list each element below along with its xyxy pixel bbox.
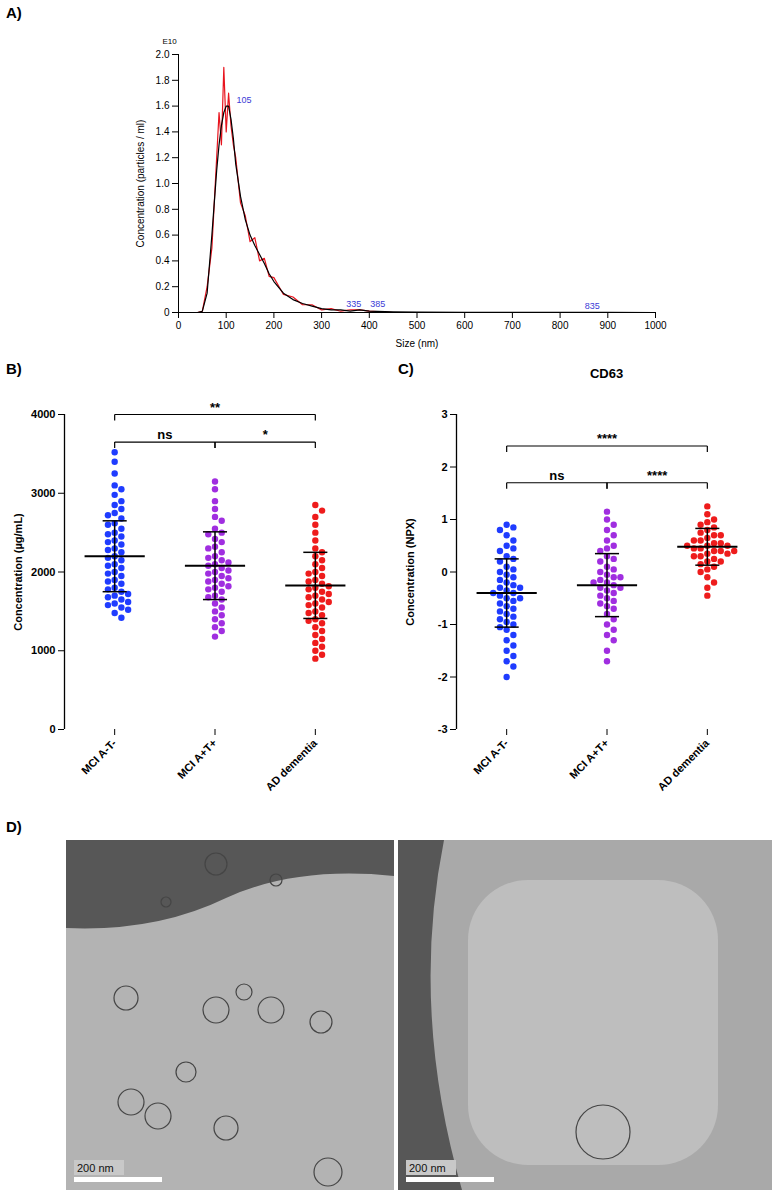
svg-text:4000: 4000 — [31, 408, 55, 420]
svg-text:0: 0 — [176, 320, 182, 331]
svg-text:E10: E10 — [163, 37, 178, 46]
svg-text:0: 0 — [441, 566, 447, 578]
svg-text:MCI A+T+: MCI A+T+ — [175, 737, 219, 781]
svg-text:500: 500 — [409, 320, 426, 331]
svg-text:**: ** — [210, 400, 221, 415]
svg-text:700: 700 — [504, 320, 521, 331]
svg-text:ns: ns — [157, 427, 172, 442]
svg-text:-3: -3 — [438, 723, 448, 735]
svg-text:0.8: 0.8 — [156, 204, 170, 215]
svg-text:-2: -2 — [438, 671, 448, 683]
svg-text:****: **** — [597, 431, 618, 446]
svg-text:0: 0 — [164, 307, 170, 318]
html-text:D): D) — [6, 818, 22, 835]
svg-text:1.2: 1.2 — [156, 152, 170, 163]
svg-text:400: 400 — [361, 320, 378, 331]
svg-text:Concentration (NPX): Concentration (NPX) — [404, 518, 416, 626]
html-text:CD63: CD63 — [589, 366, 624, 381]
svg-text:3000: 3000 — [31, 487, 55, 499]
svg-text:300: 300 — [313, 320, 330, 331]
svg-text:385: 385 — [370, 299, 385, 309]
svg-text:1.0: 1.0 — [156, 178, 170, 189]
svg-text:Concentration (µg/mL): Concentration (µg/mL) — [12, 513, 24, 631]
svg-text:-1: -1 — [438, 618, 448, 630]
svg-text:100: 100 — [218, 320, 235, 331]
svg-text:2: 2 — [441, 461, 447, 473]
svg-text:MCI A-T-: MCI A-T- — [79, 737, 119, 777]
svg-text:1.4: 1.4 — [156, 126, 170, 137]
svg-text:2.0: 2.0 — [156, 49, 170, 60]
svg-text:200 nm: 200 nm — [409, 1162, 446, 1174]
svg-text:AD dementia: AD dementia — [263, 736, 320, 793]
svg-text:335: 335 — [346, 299, 361, 309]
svg-text:900: 900 — [599, 320, 616, 331]
svg-text:AD dementia: AD dementia — [655, 736, 712, 793]
svg-text:MCI A-T-: MCI A-T- — [471, 737, 511, 777]
svg-text:1.6: 1.6 — [156, 100, 170, 111]
svg-text:1000: 1000 — [31, 644, 55, 656]
svg-text:800: 800 — [552, 320, 569, 331]
svg-text:0.6: 0.6 — [156, 229, 170, 240]
svg-text:105: 105 — [237, 95, 252, 105]
svg-text:1: 1 — [441, 513, 447, 525]
svg-text:200: 200 — [266, 320, 283, 331]
svg-text:*: * — [263, 427, 269, 442]
html-text:B): B) — [6, 360, 22, 377]
svg-text:Size (nm): Size (nm) — [396, 338, 439, 349]
svg-text:200 nm: 200 nm — [77, 1162, 114, 1174]
html-text:A): A) — [6, 4, 22, 21]
svg-text:600: 600 — [456, 320, 473, 331]
svg-text:2000: 2000 — [31, 566, 55, 578]
svg-text:1.8: 1.8 — [156, 75, 170, 86]
svg-text:835: 835 — [585, 301, 600, 311]
svg-text:1000: 1000 — [644, 320, 667, 331]
svg-text:****: **** — [647, 468, 668, 483]
svg-text:0.4: 0.4 — [156, 255, 170, 266]
svg-text:ns: ns — [549, 468, 564, 483]
svg-text:0.2: 0.2 — [156, 281, 170, 292]
svg-text:3: 3 — [441, 408, 447, 420]
html-text:C): C) — [398, 360, 414, 377]
svg-text:Concentration (particles / ml): Concentration (particles / ml) — [135, 120, 146, 248]
svg-text:MCI A+T+: MCI A+T+ — [567, 737, 611, 781]
svg-text:0: 0 — [49, 723, 55, 735]
